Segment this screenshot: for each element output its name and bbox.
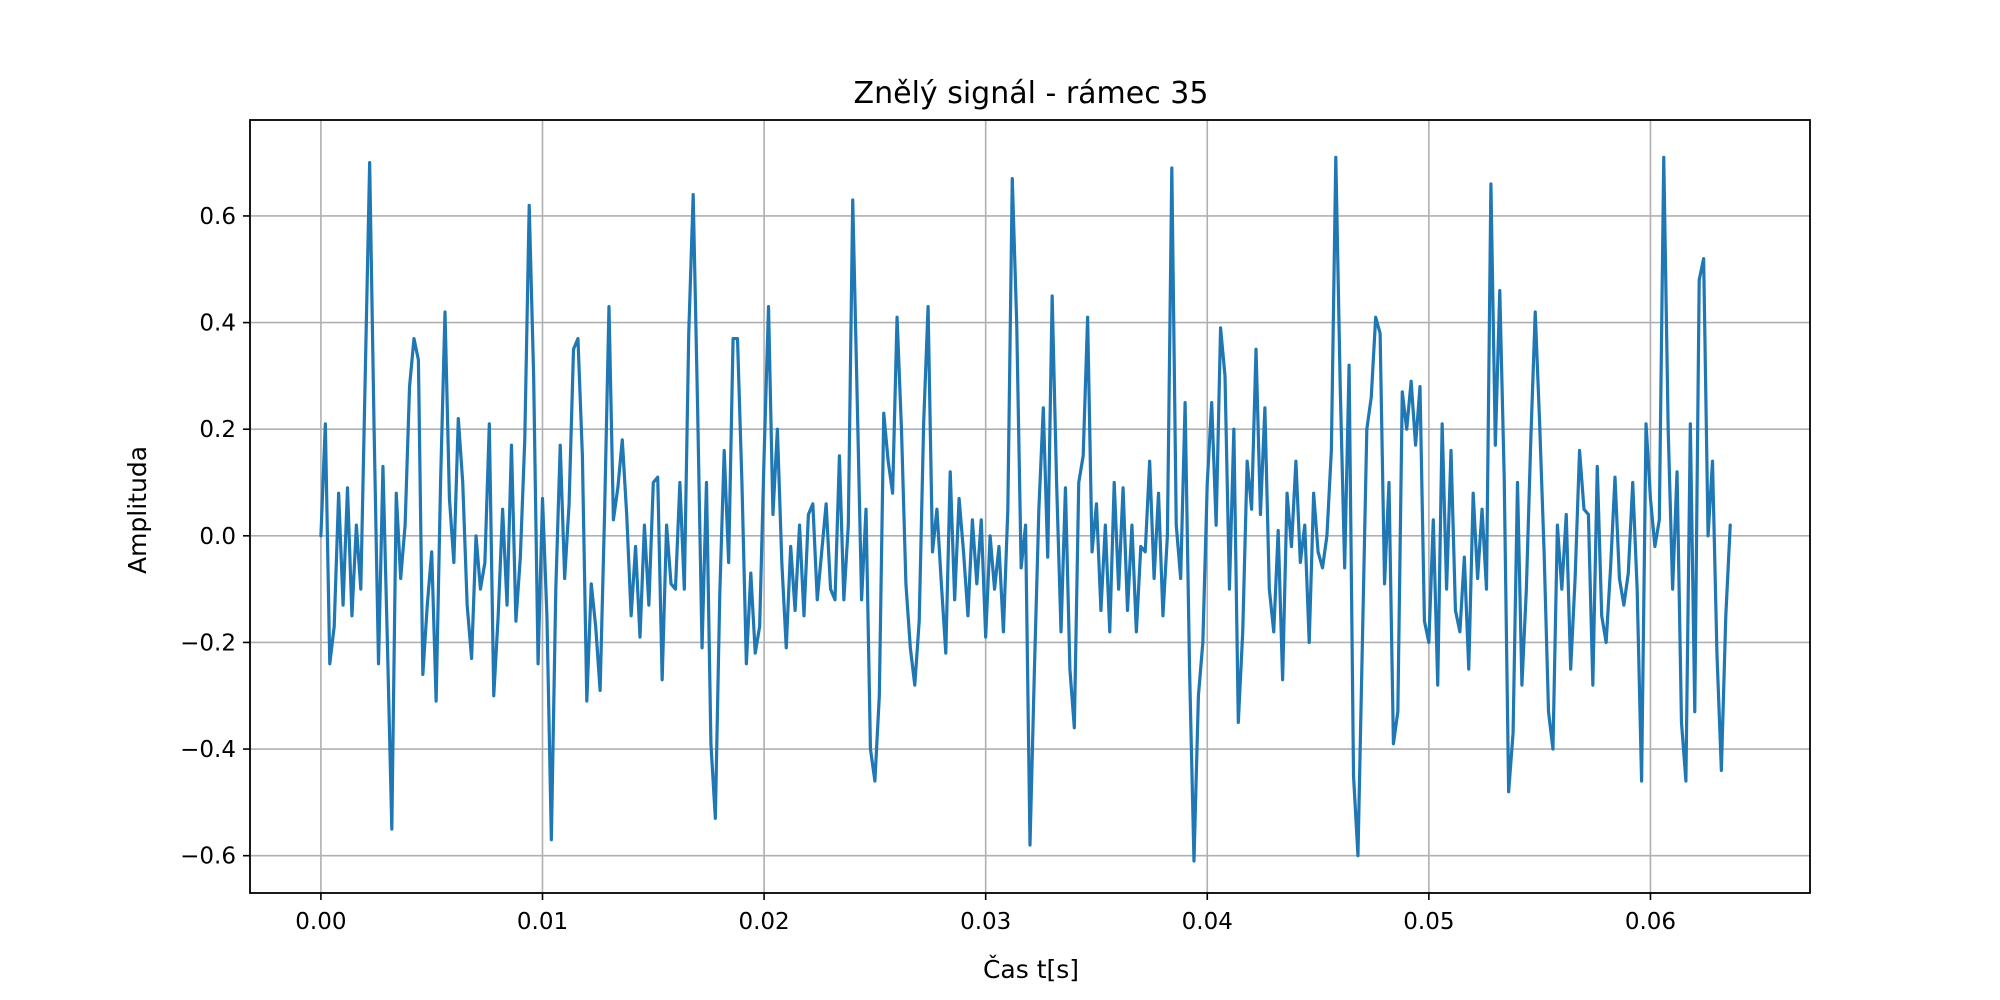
y-axis-ticks: −0.6 −0.4 −0.2 0.0 0.2 0.4 0.6: [180, 204, 250, 870]
chart-title: Znělý signál - rámec 35: [854, 76, 1209, 111]
signal-line: [319, 155, 1732, 863]
plot-area-border: [249, 119, 1811, 894]
y-tick-label: 0.6: [199, 204, 236, 230]
y-tick-label: −0.2: [180, 630, 236, 656]
axes-frame: [249, 119, 1811, 894]
x-tick-label: 0.06: [1625, 909, 1676, 935]
y-tick-label: −0.6: [180, 844, 236, 870]
x-axis-label: Čas t[s]: [983, 954, 1079, 984]
y-axis-label: Amplituda: [123, 446, 152, 574]
x-tick-label: 0.01: [517, 909, 568, 935]
x-tick-label: 0.04: [1182, 909, 1233, 935]
x-tick-label: 0.03: [960, 909, 1011, 935]
x-axis-ticks: 0.00 0.01 0.02 0.03 0.04 0.05 0.06: [295, 893, 1676, 935]
y-tick-label: 0.4: [199, 311, 236, 337]
y-tick-label: 0.0: [199, 524, 236, 550]
y-tick-label: 0.2: [199, 417, 236, 443]
x-tick-label: 0.00: [295, 909, 346, 935]
x-tick-label: 0.02: [738, 909, 789, 935]
y-tick-label: −0.4: [180, 737, 236, 763]
x-tick-label: 0.05: [1403, 909, 1454, 935]
series-layer: [319, 155, 1732, 863]
